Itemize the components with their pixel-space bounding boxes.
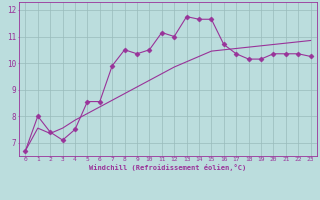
- X-axis label: Windchill (Refroidissement éolien,°C): Windchill (Refroidissement éolien,°C): [89, 164, 247, 171]
